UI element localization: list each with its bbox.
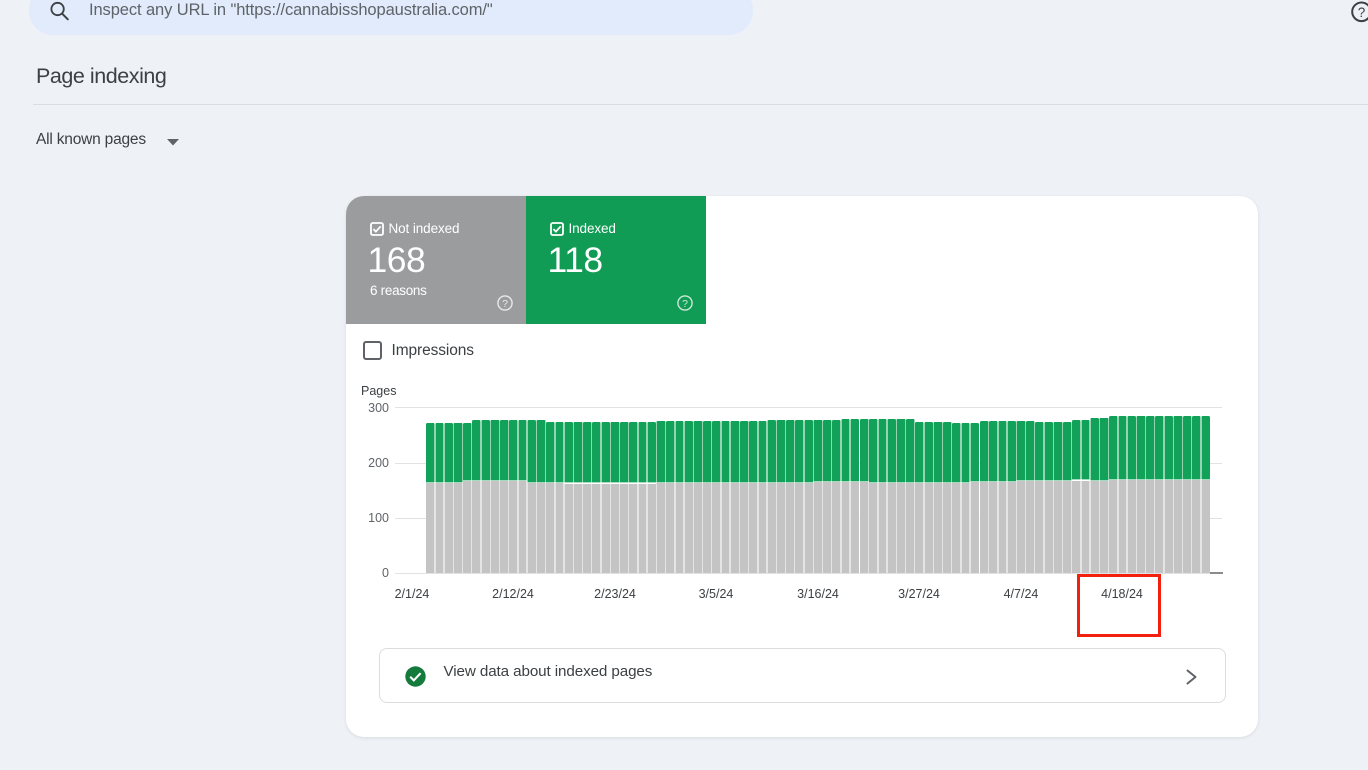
svg-text:?: ? <box>682 298 688 310</box>
svg-text:?: ? <box>1358 5 1366 20</box>
svg-text:?: ? <box>502 298 508 310</box>
